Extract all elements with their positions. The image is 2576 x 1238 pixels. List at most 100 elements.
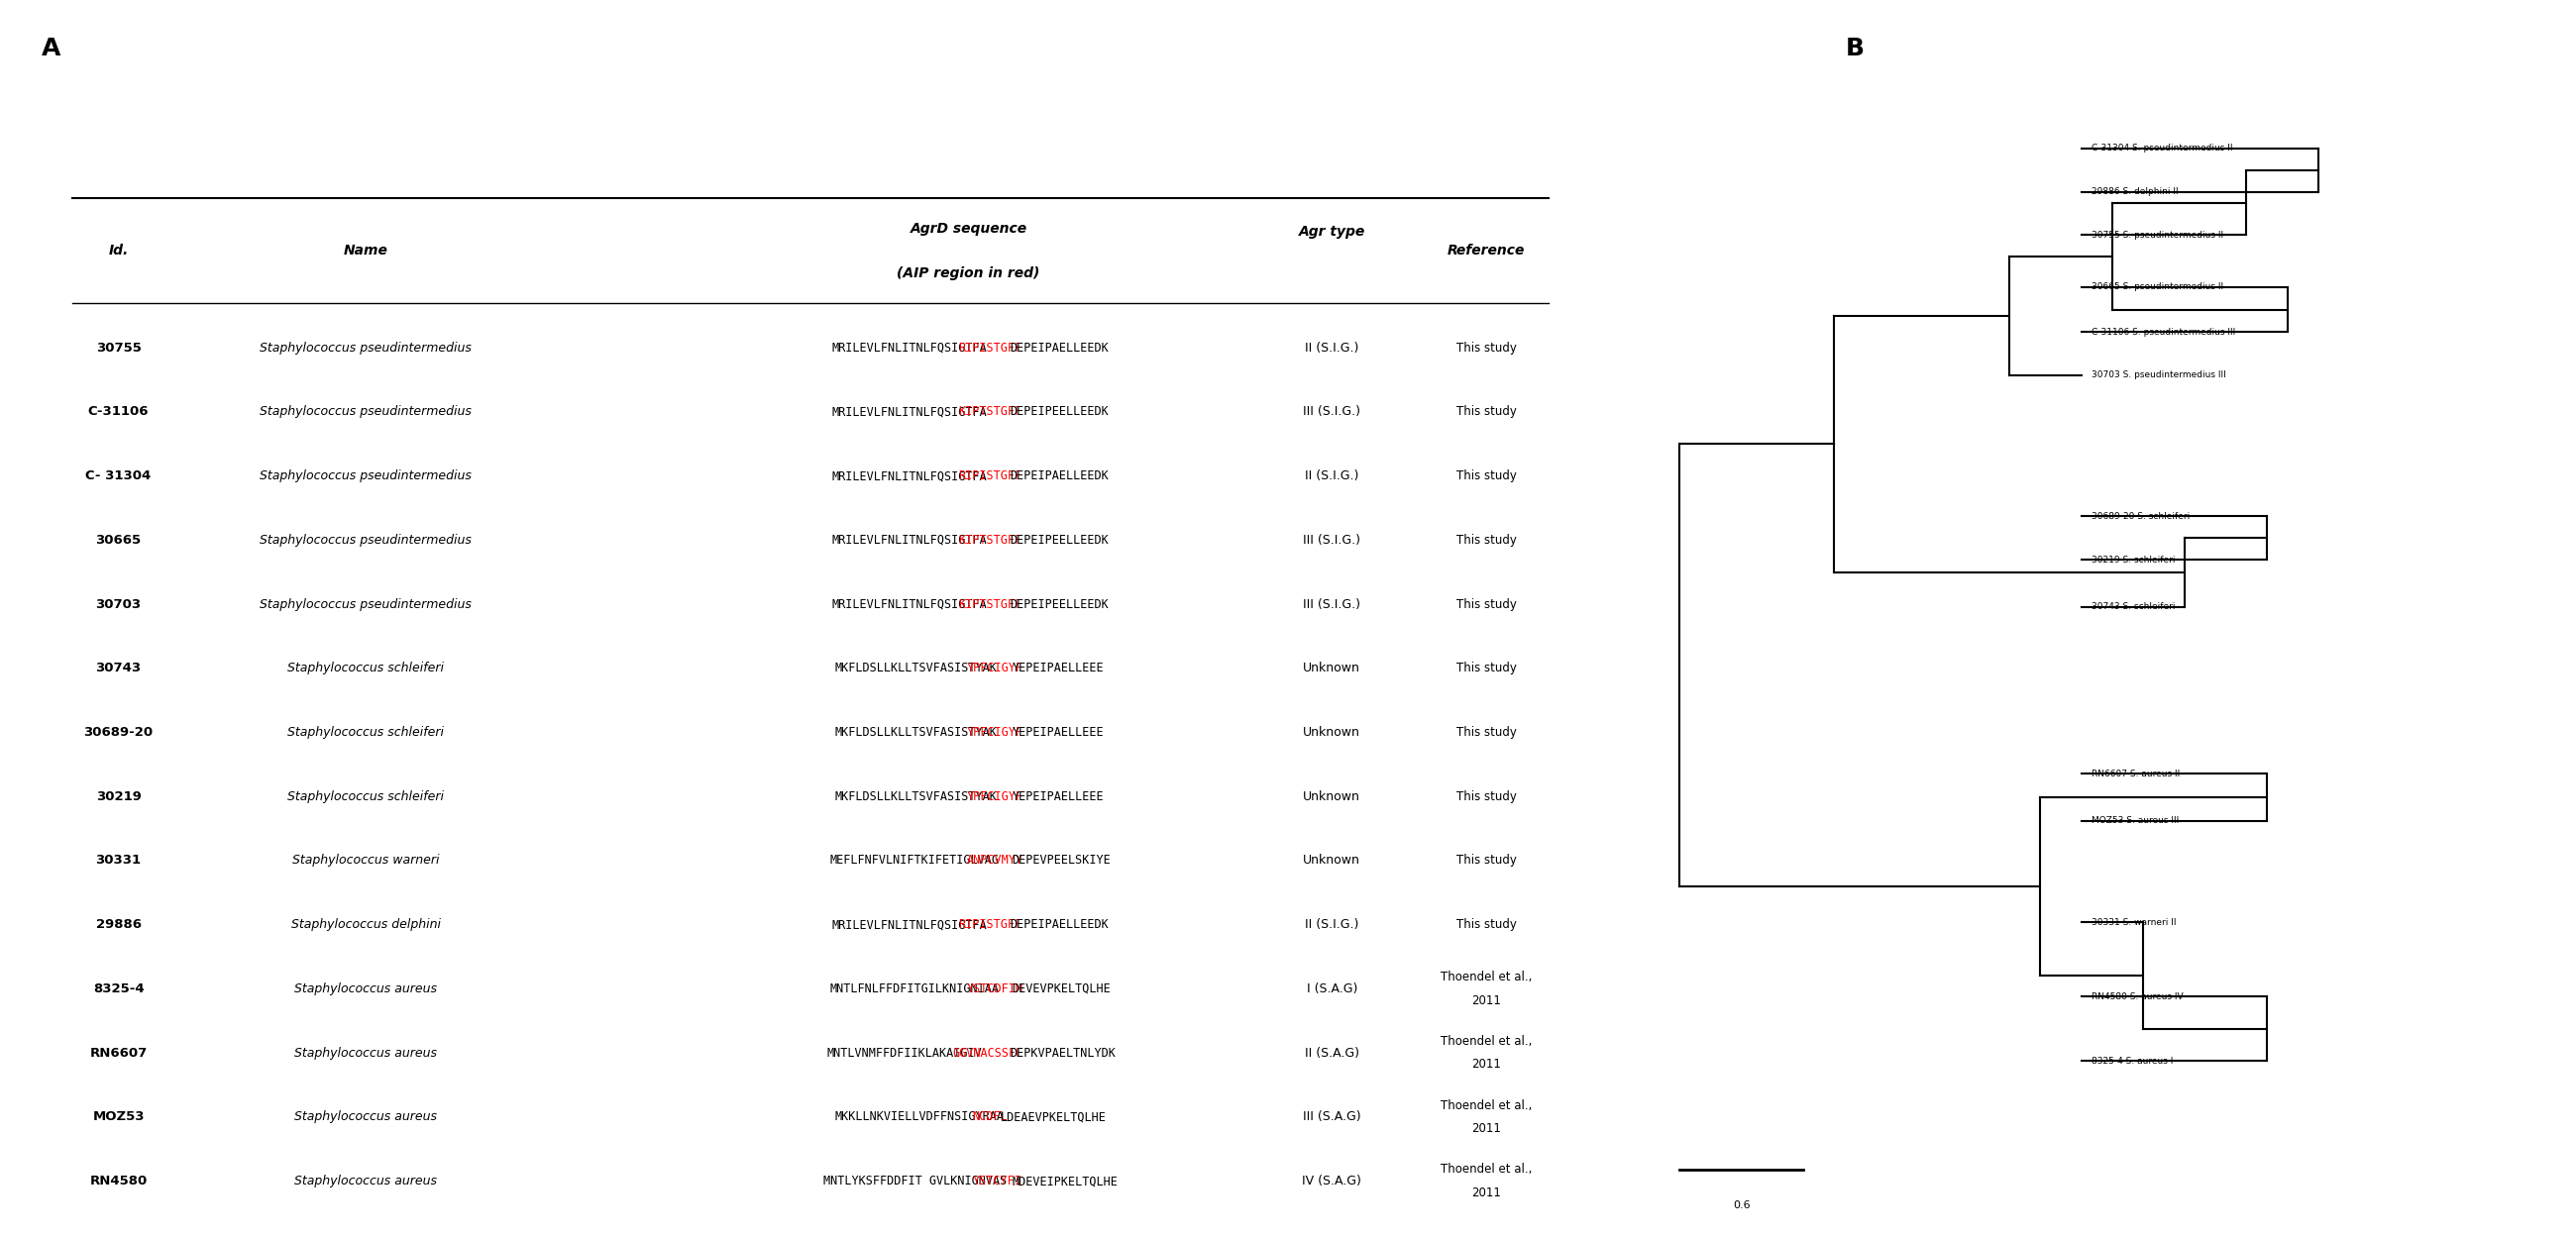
- Text: Id.: Id.: [108, 244, 129, 258]
- Text: 2011: 2011: [1471, 994, 1502, 1006]
- Text: MEFLFNFVLNIFTKIFETIGLVAG: MEFLFNFVLNIFTKIFETIGLVAG: [829, 854, 999, 867]
- Text: Thoendel et al.,: Thoendel et al.,: [1440, 1035, 1533, 1047]
- Text: MRILEVLFNLITNLFQSIGTFA: MRILEVLFNLITNLFQSIGTFA: [832, 342, 987, 354]
- Text: C-31304 S. pseudintermedius II: C-31304 S. pseudintermedius II: [2092, 144, 2233, 154]
- Text: MNTLYKSFFDDFIT GVLKNIGNVAS: MNTLYKSFFDDFIT GVLKNIGNVAS: [824, 1175, 1007, 1187]
- Text: This study: This study: [1455, 790, 1517, 803]
- Text: MDEVEIPKELTQLHE: MDEVEIPKELTQLHE: [1012, 1175, 1118, 1187]
- Text: Staphylococcus warneri: Staphylococcus warneri: [291, 854, 440, 867]
- Text: YSTCYFI: YSTCYFI: [971, 1175, 1023, 1187]
- Text: DEPEIPAELLEEDK: DEPEIPAELLEEDK: [1010, 469, 1108, 483]
- Text: MKFLDSLLKLLTSVFASISTYAK: MKFLDSLLKLLTSVFASISTYAK: [835, 662, 997, 675]
- Text: 30219: 30219: [95, 790, 142, 803]
- Text: III (S.I.G.): III (S.I.G.): [1303, 534, 1360, 546]
- Text: YPFCIGYF: YPFCIGYF: [966, 662, 1023, 675]
- Text: This study: This study: [1455, 598, 1517, 610]
- Text: Agr type: Agr type: [1298, 225, 1365, 239]
- Text: 30689-20: 30689-20: [85, 725, 152, 739]
- Text: MKKLLNKVIELLVDFFNSIGYRAA: MKKLLNKVIELLVDFFNSIGYRAA: [835, 1110, 1005, 1124]
- Text: Thoendel et al.,: Thoendel et al.,: [1440, 1164, 1533, 1176]
- Text: YSTCDFIM: YSTCDFIM: [966, 983, 1023, 995]
- Text: 30743 S. schleiferi: 30743 S. schleiferi: [2092, 602, 2174, 612]
- Text: KIPTSTGFF: KIPTSTGFF: [958, 405, 1023, 418]
- Text: Staphylococcus schleiferi: Staphylococcus schleiferi: [289, 725, 443, 739]
- Text: Thoendel et al.,: Thoendel et al.,: [1440, 1099, 1533, 1112]
- Text: II (S.A.G): II (S.A.G): [1303, 1046, 1360, 1060]
- Text: I (S.A.G): I (S.A.G): [1306, 983, 1358, 995]
- Text: Staphylococcus aureus: Staphylococcus aureus: [294, 1110, 438, 1124]
- Text: RIPISTGFF: RIPISTGFF: [958, 342, 1023, 354]
- Text: Unknown: Unknown: [1303, 790, 1360, 803]
- Text: KIPTSTGFF: KIPTSTGFF: [958, 598, 1023, 610]
- Text: This study: This study: [1455, 919, 1517, 931]
- Text: Staphylococcus delphini: Staphylococcus delphini: [291, 919, 440, 931]
- Text: A: A: [41, 37, 59, 61]
- Text: Staphylococcus pseudintermedius: Staphylococcus pseudintermedius: [260, 405, 471, 418]
- Text: Staphylococcus aureus: Staphylococcus aureus: [294, 983, 438, 995]
- Text: 30755 S. pseudintermedius II: 30755 S. pseudintermedius II: [2092, 230, 2223, 240]
- Text: Name: Name: [343, 244, 389, 258]
- Text: NCDFL: NCDFL: [971, 1110, 1007, 1124]
- Text: 29886: 29886: [95, 919, 142, 931]
- Text: Staphylococcus pseudintermedius: Staphylococcus pseudintermedius: [260, 534, 471, 546]
- Text: 30755: 30755: [95, 342, 142, 354]
- Text: This study: This study: [1455, 662, 1517, 675]
- Text: MKFLDSLLKLLTSVFASISTYAK: MKFLDSLLKLLTSVFASISTYAK: [835, 725, 997, 739]
- Text: 30665: 30665: [95, 534, 142, 546]
- Text: DEPKVPAELTNLYDK: DEPKVPAELTNLYDK: [1010, 1046, 1115, 1060]
- Text: MNTLVNMFFDFIIKLAKAIGIV: MNTLVNMFFDFIIKLAKAIGIV: [827, 1046, 981, 1060]
- Text: MKFLDSLLKLLTSVFASISTYAK: MKFLDSLLKLLTSVFASISTYAK: [835, 790, 997, 803]
- Text: II (S.I.G.): II (S.I.G.): [1306, 342, 1358, 354]
- Text: Staphylococcus pseudintermedius: Staphylococcus pseudintermedius: [260, 469, 471, 483]
- Text: C-31106 S. pseudintermedius III: C-31106 S. pseudintermedius III: [2092, 327, 2236, 337]
- Text: RN6607: RN6607: [90, 1046, 147, 1060]
- Text: YPFCIGYF: YPFCIGYF: [966, 790, 1023, 803]
- Text: This study: This study: [1455, 854, 1517, 867]
- Text: 2011: 2011: [1471, 1058, 1502, 1071]
- Text: LDEAEVPKELTQLHE: LDEAEVPKELTQLHE: [1002, 1110, 1108, 1124]
- Text: YEPEIPAELLEEE: YEPEIPAELLEEE: [1012, 725, 1105, 739]
- Text: YEPEIPAELLEEE: YEPEIPAELLEEE: [1012, 790, 1105, 803]
- Text: DEPEIPEELLEEDK: DEPEIPEELLEEDK: [1010, 405, 1108, 418]
- Text: DEPEIPAELLEEDK: DEPEIPAELLEEDK: [1010, 342, 1108, 354]
- Text: III (S.A.G): III (S.A.G): [1303, 1110, 1360, 1124]
- Text: DEPEIPAELLEEDK: DEPEIPAELLEEDK: [1010, 919, 1108, 931]
- Text: RN4580 S. aureus IV: RN4580 S. aureus IV: [2092, 992, 2184, 1002]
- Text: Staphylococcus schleiferi: Staphylococcus schleiferi: [289, 790, 443, 803]
- Text: RIPISTGFF: RIPISTGFF: [958, 469, 1023, 483]
- Text: 8325-4 S. aureus I: 8325-4 S. aureus I: [2092, 1056, 2174, 1066]
- Text: ANPCVMYY: ANPCVMYY: [966, 854, 1023, 867]
- Text: Unknown: Unknown: [1303, 725, 1360, 739]
- Text: MNTLFNLFFDFITGILKNIGNIAA: MNTLFNLFFDFITGILKNIGNIAA: [829, 983, 999, 995]
- Text: Staphylococcus aureus: Staphylococcus aureus: [294, 1175, 438, 1187]
- Text: 30665 S. pseudintermedius II: 30665 S. pseudintermedius II: [2092, 282, 2223, 292]
- Text: This study: This study: [1455, 405, 1517, 418]
- Text: MRILEVLFNLITNLFQSIGTFA: MRILEVLFNLITNLFQSIGTFA: [832, 469, 987, 483]
- Text: II (S.I.G.): II (S.I.G.): [1306, 469, 1358, 483]
- Text: 30689-20 S. schleiferi: 30689-20 S. schleiferi: [2092, 511, 2190, 521]
- Text: Thoendel et al.,: Thoendel et al.,: [1440, 971, 1533, 984]
- Text: RN4580: RN4580: [90, 1175, 147, 1187]
- Text: This study: This study: [1455, 725, 1517, 739]
- Text: C- 31304: C- 31304: [85, 469, 152, 483]
- Text: (AIP region in red): (AIP region in red): [896, 266, 1041, 280]
- Text: C-31106: C-31106: [88, 405, 149, 418]
- Text: Staphylococcus aureus: Staphylococcus aureus: [294, 1046, 438, 1060]
- Text: 30331 S. warneri II: 30331 S. warneri II: [2092, 917, 2177, 927]
- Text: This study: This study: [1455, 469, 1517, 483]
- Text: RN6607 S. aureus II: RN6607 S. aureus II: [2092, 769, 2179, 779]
- Text: DEPEIPEELLEEDK: DEPEIPEELLEEDK: [1010, 598, 1108, 610]
- Text: 8325-4: 8325-4: [93, 983, 144, 995]
- Text: II (S.I.G.): II (S.I.G.): [1306, 919, 1358, 931]
- Text: III (S.I.G.): III (S.I.G.): [1303, 405, 1360, 418]
- Text: MOZ53 S. aureus III: MOZ53 S. aureus III: [2092, 816, 2179, 826]
- Text: DEPEIPEELLEEDK: DEPEIPEELLEEDK: [1010, 534, 1108, 546]
- Text: Reference: Reference: [1448, 244, 1525, 258]
- Text: YEPEIPAELLEEE: YEPEIPAELLEEE: [1012, 662, 1105, 675]
- Text: B: B: [1844, 37, 1865, 61]
- Text: YPFCIGYF: YPFCIGYF: [966, 725, 1023, 739]
- Text: 30219 S. schleiferi: 30219 S. schleiferi: [2092, 555, 2174, 565]
- Text: MRILEVLFNLITNLFQSIGTFA: MRILEVLFNLITNLFQSIGTFA: [832, 598, 987, 610]
- Text: MOZ53: MOZ53: [93, 1110, 144, 1124]
- Text: AgrD sequence: AgrD sequence: [909, 222, 1028, 235]
